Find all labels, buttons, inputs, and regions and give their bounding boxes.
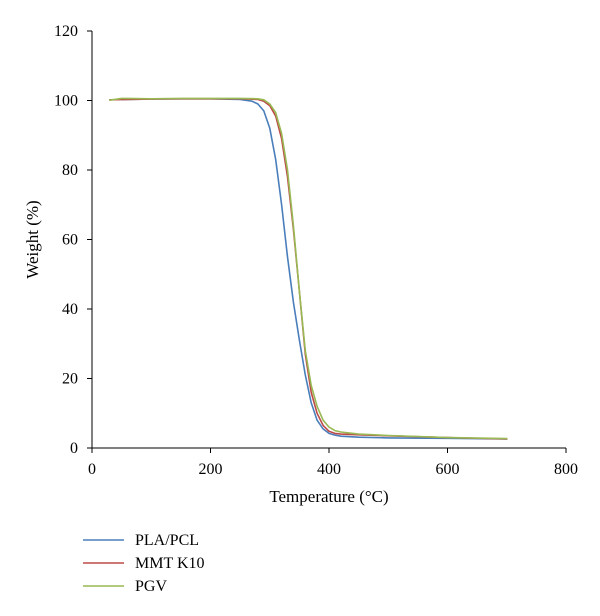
y-tick-label: 100 bbox=[54, 93, 78, 110]
y-axis-title: Weight (%) bbox=[23, 200, 42, 278]
y-tick-label: 120 bbox=[54, 23, 78, 40]
axes bbox=[91, 31, 566, 449]
y-tick-label: 40 bbox=[62, 301, 78, 318]
legend-label: MMT K10 bbox=[135, 555, 205, 572]
y-tick-label: 60 bbox=[62, 232, 78, 249]
y-tick-label: 20 bbox=[62, 371, 78, 388]
legend-item-mmt-k10: MMT K10 bbox=[83, 555, 205, 572]
legend-label: PLA/PCL bbox=[135, 532, 199, 549]
y-tick-label: 0 bbox=[70, 440, 78, 457]
y-ticks: 0 20 40 60 80 100 120 bbox=[54, 23, 92, 457]
x-axis-title: Temperature (°C) bbox=[269, 487, 388, 506]
legend: PLA/PCL MMT K10 PGV bbox=[83, 532, 205, 595]
series-lines bbox=[109, 97, 508, 440]
x-tick-label: 600 bbox=[436, 461, 460, 478]
x-tick-label: 400 bbox=[317, 461, 341, 478]
legend-label: PGV bbox=[135, 578, 167, 595]
legend-item-pla-pcl: PLA/PCL bbox=[83, 532, 199, 549]
x-ticks: 0 200 400 600 800 bbox=[88, 448, 578, 478]
series-line-pla-pcl bbox=[120, 98, 508, 440]
y-tick-label: 80 bbox=[62, 162, 78, 179]
series-line-pgv bbox=[109, 97, 508, 440]
x-tick-label: 0 bbox=[88, 461, 96, 478]
legend-item-pgv: PGV bbox=[83, 578, 167, 595]
x-tick-label: 200 bbox=[199, 461, 223, 478]
x-tick-label: 800 bbox=[554, 461, 578, 478]
